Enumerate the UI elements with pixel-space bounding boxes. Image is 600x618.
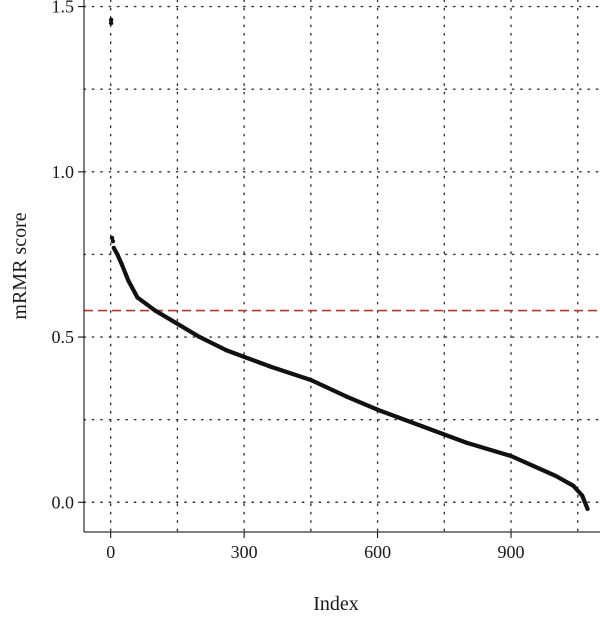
y-tick-label: 0.5 (52, 327, 75, 347)
data-point (375, 407, 380, 412)
data-point (419, 424, 425, 429)
x-axis-title: Index (313, 593, 359, 615)
outlier-point (109, 235, 115, 241)
y-tick-label: 1.5 (52, 0, 75, 17)
data-point (553, 473, 558, 478)
data-point (531, 463, 536, 469)
data-point (224, 348, 229, 353)
x-tick-label: 600 (364, 542, 391, 562)
y-tick-label: 1.0 (52, 162, 75, 182)
data-point (580, 493, 585, 498)
outlier-point (108, 17, 114, 23)
data-point (242, 354, 247, 359)
y-axis-title: mRMR score (9, 212, 31, 319)
data-point (115, 252, 120, 257)
x-tick-label: 300 (231, 542, 258, 562)
x-tick-label: 900 (498, 542, 525, 562)
data-point (308, 377, 313, 383)
outlier-point (108, 20, 114, 26)
axes (83, 0, 600, 533)
data-point (508, 453, 514, 459)
data-point (571, 483, 576, 488)
data-point (111, 245, 116, 250)
plot-panel (84, 0, 600, 530)
data-point (144, 301, 149, 307)
y-tick-label: 0.0 (52, 492, 75, 512)
data-point (464, 440, 469, 445)
data-point (585, 506, 590, 511)
data-point (268, 364, 273, 369)
outlier-point (110, 239, 116, 244)
data-point (175, 321, 180, 326)
data-point (197, 334, 202, 340)
data-points (108, 17, 590, 511)
data-point (153, 308, 158, 313)
data-point (126, 278, 131, 283)
x-tick-label: 0 (106, 542, 115, 562)
data-point (119, 262, 124, 267)
data-point (135, 295, 140, 300)
data-point (344, 394, 349, 399)
gridlines (83, 0, 600, 533)
x-axis-ticks: 0 300 600 900 (106, 532, 525, 562)
y-axis-ticks: 0.0 0.5 1.0 1.5 (52, 0, 84, 512)
